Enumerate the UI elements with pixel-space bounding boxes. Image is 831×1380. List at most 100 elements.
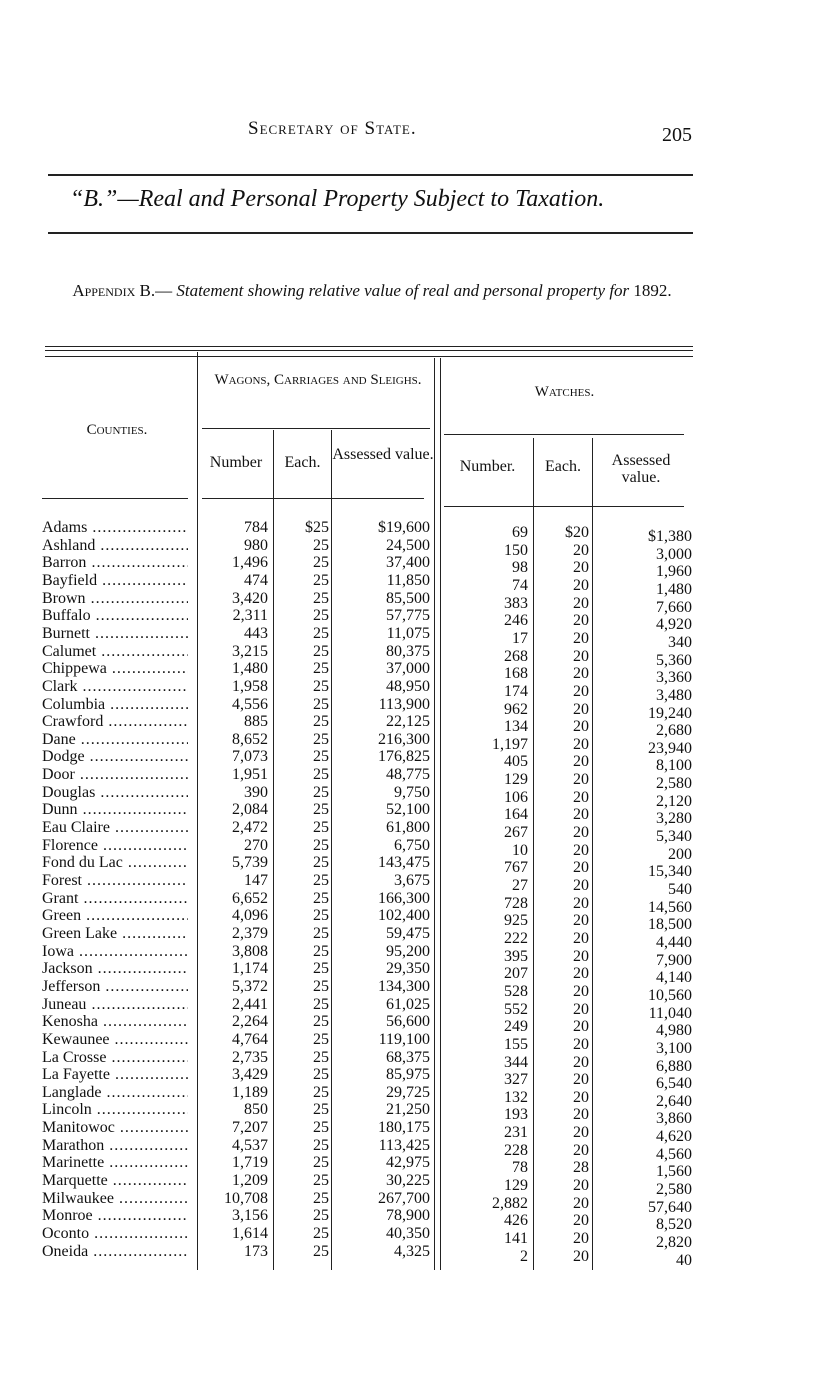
county-name: Manitowoc xyxy=(42,1119,188,1136)
table-cell: 4,556 xyxy=(232,695,268,713)
table-cell: 25 xyxy=(313,554,329,572)
table-cell: 1,480 xyxy=(232,660,268,678)
table-cell: 20 xyxy=(573,929,589,947)
table-cell: 25 xyxy=(313,1189,329,1207)
column-header: Assessed value. xyxy=(611,452,671,486)
table-cell: 25 xyxy=(313,872,329,889)
table-cell: 3,860 xyxy=(656,1110,692,1128)
table-cell: 25 xyxy=(313,642,329,660)
table-cell: 168 xyxy=(504,665,528,683)
rule xyxy=(48,232,693,234)
table-cell: 4,140 xyxy=(656,969,692,987)
county-name: Buffalo xyxy=(42,607,188,624)
table-cell: $19,600 xyxy=(378,519,430,536)
page-number: 205 xyxy=(662,124,692,146)
table-cell: 2,379 xyxy=(232,924,268,942)
table-cell: 426 xyxy=(504,1212,528,1230)
county-name: Oneida xyxy=(42,1243,188,1260)
table-cell: 134 xyxy=(504,718,528,736)
table-cell: 3,675 xyxy=(394,872,430,889)
table-cell: 5,340 xyxy=(656,828,692,846)
table-cell: 2,820 xyxy=(656,1234,692,1251)
table-cell: 25 xyxy=(313,977,329,995)
table-cell: 150 xyxy=(504,541,528,559)
table-cell: 20 xyxy=(573,682,589,700)
table-cell: 3,420 xyxy=(232,589,268,607)
table-cell: 7,900 xyxy=(656,951,692,969)
table-cell: 552 xyxy=(504,1000,528,1018)
table-cell: 850 xyxy=(244,1101,268,1119)
table-cell: 61,025 xyxy=(386,995,430,1013)
table-cell: 3,808 xyxy=(232,942,268,960)
rule xyxy=(202,498,424,499)
table-cell: 173 xyxy=(244,1242,268,1260)
table-cell: 25 xyxy=(313,748,329,766)
table-cell: 20 xyxy=(573,859,589,877)
table-cell: 20 xyxy=(573,594,589,612)
table-cell: 20 xyxy=(573,718,589,736)
table-cell: 80,375 xyxy=(386,642,430,660)
column-rule xyxy=(331,430,332,1270)
running-title: Secretary of State. xyxy=(248,118,417,139)
table-cell: 61,800 xyxy=(386,819,430,837)
table-cell: 20 xyxy=(573,1230,589,1247)
table-cell: 4,440 xyxy=(656,933,692,951)
table-cell: 155 xyxy=(504,1035,528,1053)
table-cell: 1,189 xyxy=(232,1083,268,1101)
table-cell: 1,480 xyxy=(656,580,692,598)
table-cell: 200 xyxy=(668,845,692,863)
table-cell: 10,560 xyxy=(648,986,692,1004)
table-cell: 1,958 xyxy=(232,677,268,695)
county-name: Crawford xyxy=(42,713,188,730)
table-cell: 129 xyxy=(504,1177,528,1195)
table-cell: 25 xyxy=(313,1136,329,1154)
county-name: Clark xyxy=(42,678,188,695)
table-cell: 25 xyxy=(313,660,329,678)
table-cell: 7,207 xyxy=(232,1119,268,1137)
table-cell: 327 xyxy=(504,1071,528,1089)
table-cell: 74 xyxy=(512,576,528,594)
table-cell: 3,215 xyxy=(232,642,268,660)
table-cell: 20 xyxy=(573,912,589,930)
table-cell: 85,975 xyxy=(386,1066,430,1084)
table-cell: 231 xyxy=(504,1124,528,1142)
table-cell: 2,680 xyxy=(656,722,692,740)
table-cell: 1,496 xyxy=(232,554,268,572)
county-name: Juneau xyxy=(42,996,188,1013)
county-name: Eau Claire xyxy=(42,819,188,836)
table-cell: 143,475 xyxy=(378,854,430,872)
table-cell: 25 xyxy=(313,836,329,854)
column-header: Assessed value. xyxy=(332,446,434,463)
table-cell: 1,614 xyxy=(232,1225,268,1242)
table-cell: 25 xyxy=(313,1101,329,1119)
table-cell: 20 xyxy=(573,841,589,859)
county-name: Adams xyxy=(42,519,188,536)
table-cell: 42,975 xyxy=(386,1154,430,1172)
table-cell: 25 xyxy=(313,1048,329,1066)
table-cell: 246 xyxy=(504,612,528,630)
table-cell: 69 xyxy=(512,524,528,541)
county-name: Fond du Lac xyxy=(42,854,188,871)
county-name: Chippewa xyxy=(42,660,188,677)
county-name: Burnett xyxy=(42,625,188,642)
table-cell: 4,980 xyxy=(656,1022,692,1040)
table-cell: 980 xyxy=(244,536,268,554)
table-cell: 2 xyxy=(520,1247,528,1265)
table-cell: 10,708 xyxy=(224,1189,268,1207)
table-cell: 95,200 xyxy=(386,942,430,960)
table-cell: 102,400 xyxy=(378,907,430,925)
table-cell: 2,311 xyxy=(232,607,268,625)
table-cell: 25 xyxy=(313,677,329,695)
county-name: Barron xyxy=(42,554,188,571)
table-cell: 21,250 xyxy=(386,1101,430,1119)
table-cell: 20 xyxy=(573,576,589,594)
table-cell: 25 xyxy=(313,607,329,625)
county-name: Door xyxy=(42,766,188,783)
table-cell: 20 xyxy=(573,806,589,824)
county-name: Iowa xyxy=(42,943,188,960)
table-cell: 528 xyxy=(504,982,528,1000)
table-cell: 20 xyxy=(573,1247,589,1265)
table-cell: 5,372 xyxy=(232,977,268,995)
table-cell: 180,175 xyxy=(378,1119,430,1137)
